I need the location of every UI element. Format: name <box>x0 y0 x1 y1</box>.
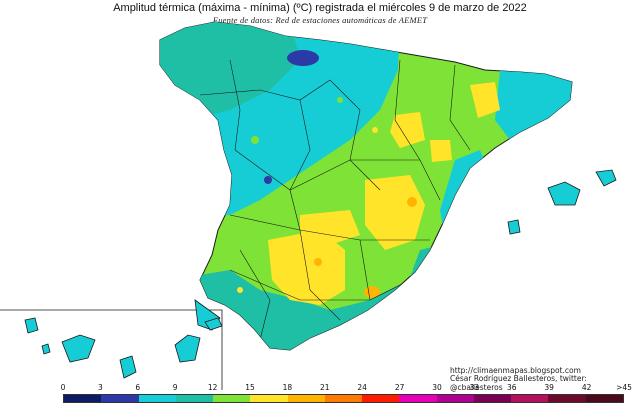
legend-swatch <box>511 395 549 402</box>
legend-tick-label: 12 <box>207 383 218 392</box>
legend-tick-label: 24 <box>357 383 367 392</box>
legend-swatch <box>287 395 325 402</box>
legend-swatch <box>399 395 437 402</box>
legend-tick-label: 15 <box>245 383 255 392</box>
legend-tick-label: 42 <box>581 383 592 392</box>
legend-swatch <box>175 395 214 402</box>
legend-tick-label: 18 <box>282 383 293 392</box>
canary-islands <box>24 299 223 379</box>
map-title: Amplitud térmica (máxima - mínima) (ºC) … <box>113 2 527 14</box>
canary-inset-frame <box>0 309 223 390</box>
legend-swatch <box>250 395 288 402</box>
legend-tick-label: 33 <box>469 383 480 392</box>
legend-swatch <box>362 395 400 402</box>
balearic-islands <box>507 169 617 235</box>
legend-tick-label: 21 <box>320 383 330 392</box>
legend-tick-label: 27 <box>394 383 405 392</box>
blog-url: http://climaenmapas.blogspot.com <box>450 366 581 375</box>
legend-tick-label: 36 <box>507 383 517 392</box>
author-credit: César Rodríguez Ballesteros, twitter: @c… <box>450 374 587 392</box>
legend-tick-label: 6 <box>135 383 141 392</box>
legend-tick-label: >45 <box>616 383 632 392</box>
legend-swatch <box>324 395 363 402</box>
legend-swatch <box>213 395 251 402</box>
legend-tick-label: 3 <box>98 383 103 392</box>
legend-tick-labels: 0 3 6 9 12 15 18 21 24 27 30 33 36 39 42 >45 <box>0 383 640 393</box>
peninsula-map <box>159 21 573 351</box>
legend-swatch <box>101 395 139 402</box>
data-source-subtitle: Fuente de datos: Red de estaciones autom… <box>212 15 428 25</box>
legend-swatch <box>473 395 512 402</box>
color-scale-legend <box>63 394 624 403</box>
legend-swatch <box>64 395 102 402</box>
legend-tick-label: 9 <box>172 383 178 392</box>
legend-swatch <box>548 395 586 402</box>
legend-swatch <box>138 395 176 402</box>
legend-tick-label: 39 <box>544 383 554 392</box>
legend-swatch <box>436 395 474 402</box>
legend-swatch <box>585 395 623 402</box>
legend-tick-label: 30 <box>432 383 442 392</box>
legend-tick-label: 0 <box>60 383 66 392</box>
